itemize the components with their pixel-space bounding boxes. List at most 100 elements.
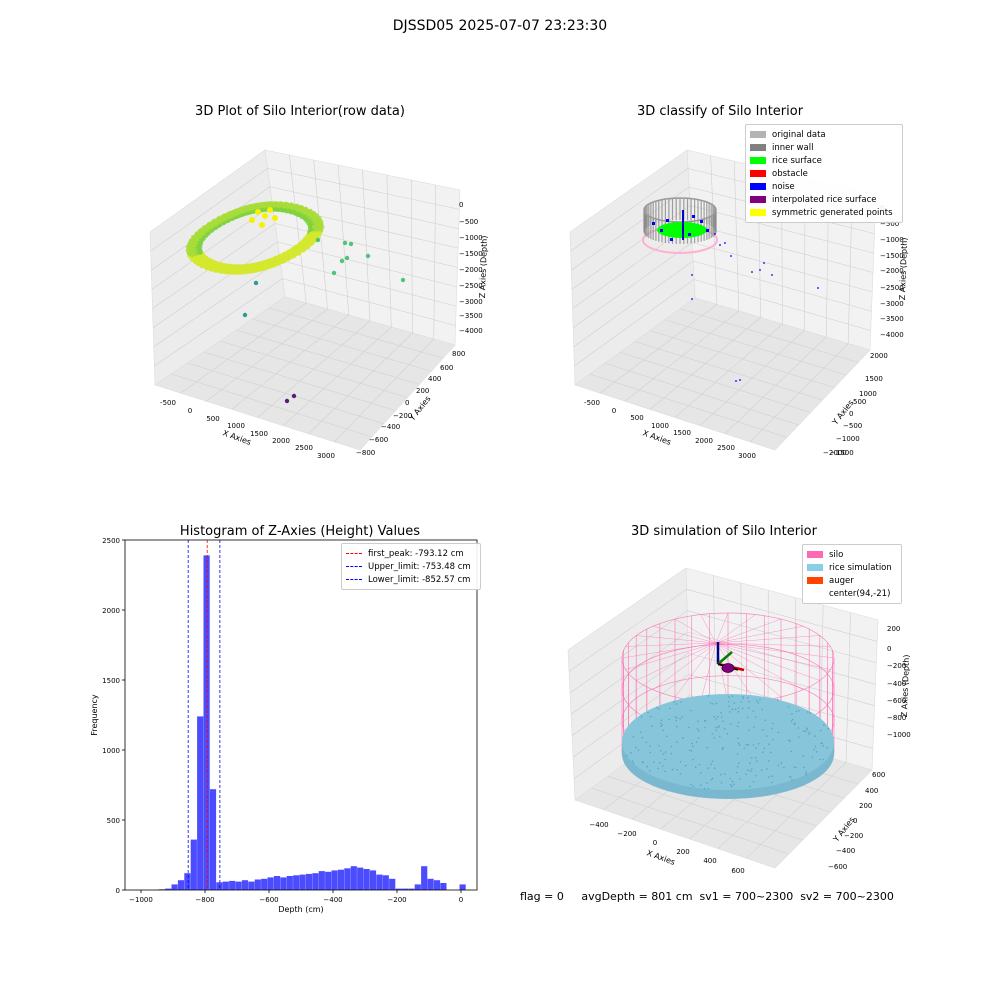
histogram-bar xyxy=(351,866,357,890)
rice-point xyxy=(748,708,750,710)
raw-point xyxy=(345,256,349,260)
legend-label: auger xyxy=(829,576,854,586)
rice-point xyxy=(745,773,747,775)
raw-point xyxy=(312,225,317,230)
rice-point xyxy=(732,781,734,783)
rice-point xyxy=(739,778,741,780)
y-tick-label: −2000 xyxy=(823,449,847,457)
rice-point xyxy=(717,716,719,718)
rice-point xyxy=(708,695,710,697)
rice-point xyxy=(738,743,740,745)
rice-point xyxy=(671,753,673,755)
y-tick-label: 1500 xyxy=(865,375,883,383)
rice-point xyxy=(812,756,814,758)
x-axis-label: X Axies xyxy=(645,848,676,867)
rice-point xyxy=(753,726,755,728)
rice-point xyxy=(807,711,809,713)
rice-point xyxy=(761,769,763,771)
rice-point xyxy=(791,751,793,753)
rice-point xyxy=(733,784,735,786)
rice-point xyxy=(695,766,697,768)
rice-point xyxy=(789,740,791,742)
histogram-bar xyxy=(376,875,382,890)
legend-label: noise xyxy=(772,182,795,192)
rice-point xyxy=(747,769,749,771)
rice-point xyxy=(713,737,715,739)
histogram-bar xyxy=(197,716,203,890)
histogram-bar xyxy=(242,880,248,890)
histogram-bar xyxy=(268,877,274,890)
rice-point xyxy=(710,763,712,765)
rice-point xyxy=(755,716,757,718)
raw-point xyxy=(267,207,273,213)
x-tick-label: 200 xyxy=(676,848,689,856)
rice-point xyxy=(635,747,637,749)
rice-point xyxy=(820,730,822,732)
rice-point xyxy=(642,737,644,739)
rice-point xyxy=(710,702,712,704)
rice-point xyxy=(692,745,694,747)
rice-point xyxy=(682,716,684,718)
legend-label: Upper_limit: -753.48 cm xyxy=(368,562,471,572)
histogram-bar xyxy=(338,870,344,890)
rice-point xyxy=(730,778,732,780)
rice-point xyxy=(763,748,765,750)
rice-surface xyxy=(622,694,834,790)
z-tick-label: −4000 xyxy=(459,327,483,335)
rice-point xyxy=(698,730,700,732)
z-axis-label: Z Axies (Depth) xyxy=(898,237,909,300)
histogram-bar xyxy=(178,880,184,890)
rice-point xyxy=(762,729,764,731)
rice-point xyxy=(762,709,764,711)
status-readout: flag = 0 avgDepth = 801 cm sv1 = 700~230… xyxy=(520,890,894,903)
histogram-bar xyxy=(370,870,376,890)
legend-label: rice surface xyxy=(772,156,822,166)
rice-point xyxy=(758,702,760,704)
legend-swatch xyxy=(807,577,823,584)
y-tick-label: −200 xyxy=(844,832,863,840)
legend-swatch xyxy=(750,170,766,177)
rice-point xyxy=(766,768,768,770)
legend-item: obstacle xyxy=(750,167,898,180)
rice-point xyxy=(805,773,807,775)
y-tick-label: −400 xyxy=(836,847,855,855)
simulation-legend: silo rice simulation auger center(94,-21) xyxy=(802,544,902,604)
rice-point xyxy=(731,786,733,788)
y-tick-label: 1000 xyxy=(102,747,120,755)
histogram-bar xyxy=(440,883,446,890)
x-axis-label: X Axies xyxy=(641,428,672,447)
raw-point xyxy=(401,278,405,282)
rice-point xyxy=(641,716,643,718)
x-tick-label: 3000 xyxy=(317,452,335,460)
y-tick-label: 400 xyxy=(865,787,878,795)
histogram-bar xyxy=(434,880,440,890)
rice-point xyxy=(740,701,742,703)
rice-point xyxy=(789,776,791,778)
rice-point xyxy=(750,770,752,772)
legend-label: silo xyxy=(829,550,843,560)
raw-point xyxy=(292,394,296,398)
rice-point xyxy=(724,728,726,730)
y-tick-label: 500 xyxy=(853,398,866,406)
rice-point xyxy=(781,762,783,764)
histogram-bar xyxy=(223,882,229,890)
noise-point xyxy=(692,215,695,218)
rice-point xyxy=(788,706,790,708)
rice-point xyxy=(721,716,723,718)
raw-point xyxy=(255,209,261,215)
rice-point xyxy=(796,711,798,713)
histogram-bar xyxy=(415,884,421,890)
noise-point xyxy=(730,255,732,257)
histogram-bar xyxy=(319,871,325,890)
histogram-plot: −1000 −800 −600 −400 −200 0 0 500 1000 1500 2000 25… xyxy=(90,537,477,914)
raw-point xyxy=(349,242,353,246)
y-tick-label: 600 xyxy=(440,364,453,372)
x-axis-label: X Axies xyxy=(221,428,252,447)
z-tick-label: −500 xyxy=(459,218,478,226)
rice-point xyxy=(747,717,749,719)
rice-point xyxy=(692,759,694,761)
legend-label: Lower_limit: -852.57 cm xyxy=(368,575,470,585)
y-tick-label: 200 xyxy=(416,387,429,395)
rice-point xyxy=(716,727,718,729)
rice-point xyxy=(664,759,666,761)
